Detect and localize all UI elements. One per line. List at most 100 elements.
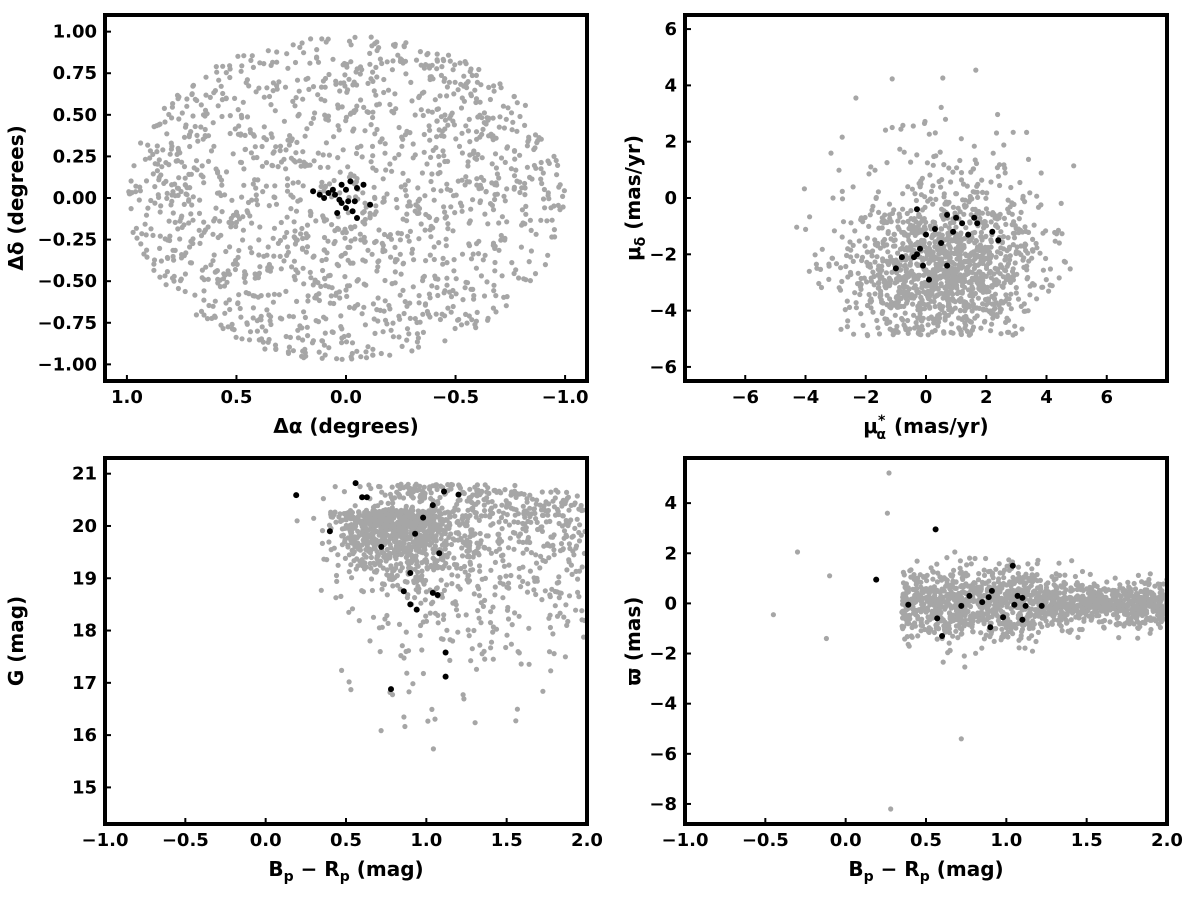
field-point xyxy=(274,49,280,55)
field-point xyxy=(249,220,255,226)
field-point xyxy=(900,317,906,323)
field-point xyxy=(511,148,518,154)
field-point xyxy=(477,642,483,648)
member-point xyxy=(442,673,449,680)
field-point xyxy=(983,273,989,279)
field-point xyxy=(250,293,256,299)
field-point xyxy=(354,103,360,109)
field-point xyxy=(932,219,938,226)
field-point xyxy=(429,171,435,177)
field-point xyxy=(839,134,845,140)
x-tick-label: 2.0 xyxy=(571,830,603,851)
field-point xyxy=(336,127,342,133)
field-point xyxy=(459,251,466,257)
field-point xyxy=(431,520,437,526)
field-point xyxy=(909,634,915,640)
field-point xyxy=(368,159,374,165)
field-point xyxy=(256,252,262,258)
field-point xyxy=(246,337,253,343)
field-point xyxy=(892,301,899,307)
field-point xyxy=(370,614,377,620)
field-point xyxy=(445,305,451,311)
field-point xyxy=(436,153,442,160)
field-point xyxy=(272,194,278,201)
field-point xyxy=(382,277,388,284)
field-point xyxy=(1018,209,1024,215)
field-point xyxy=(890,243,897,249)
field-point xyxy=(331,177,337,184)
field-point xyxy=(957,157,963,164)
field-point xyxy=(326,152,332,158)
field-point xyxy=(909,186,916,192)
field-point xyxy=(220,276,227,282)
field-point xyxy=(422,524,428,530)
field-point xyxy=(859,254,866,260)
x-axis-label: μ* α (mas/yr) xyxy=(863,413,988,443)
field-point xyxy=(367,550,373,556)
field-point xyxy=(864,249,870,255)
field-point xyxy=(447,289,453,295)
field-point xyxy=(346,679,352,685)
field-point xyxy=(360,513,366,519)
field-point xyxy=(326,273,332,279)
field-point xyxy=(442,338,448,344)
field-point xyxy=(232,126,238,132)
field-point xyxy=(520,503,526,509)
field-point xyxy=(508,166,514,172)
field-point xyxy=(382,532,389,538)
field-point xyxy=(215,276,221,282)
field-point xyxy=(130,229,136,235)
field-point xyxy=(158,258,164,264)
field-point xyxy=(475,608,481,614)
field-point xyxy=(889,269,895,275)
field-point xyxy=(446,79,452,85)
field-point xyxy=(482,482,488,488)
field-point xyxy=(441,153,447,159)
field-point xyxy=(502,237,508,243)
field-point xyxy=(247,329,254,335)
field-point xyxy=(917,214,923,220)
field-point xyxy=(420,329,426,335)
field-point xyxy=(1046,288,1052,294)
field-point xyxy=(412,316,418,322)
field-point xyxy=(284,182,291,188)
member-point xyxy=(329,186,336,193)
field-point xyxy=(948,321,955,327)
field-point xyxy=(246,291,252,297)
field-point xyxy=(882,283,888,289)
field-point xyxy=(265,48,271,54)
field-point xyxy=(313,218,319,224)
field-point xyxy=(529,496,536,502)
field-point xyxy=(426,214,433,221)
member-point xyxy=(938,240,945,246)
field-point xyxy=(406,331,412,337)
field-point xyxy=(437,494,443,501)
field-point xyxy=(374,102,380,108)
field-point xyxy=(856,238,862,244)
field-point xyxy=(1008,291,1014,297)
field-point xyxy=(387,536,393,542)
field-point xyxy=(284,188,291,194)
field-point xyxy=(516,275,522,281)
field-point xyxy=(935,313,941,319)
field-point xyxy=(359,154,365,160)
field-point xyxy=(306,86,312,92)
field-point xyxy=(215,170,221,176)
field-point xyxy=(187,244,193,250)
field-point xyxy=(488,505,495,511)
field-point xyxy=(463,61,469,67)
field-point xyxy=(404,218,410,224)
field-point xyxy=(152,161,158,167)
field-point xyxy=(1062,259,1068,265)
field-point xyxy=(403,514,409,520)
field-point xyxy=(957,238,964,244)
field-point xyxy=(462,182,468,188)
field-point xyxy=(420,528,427,534)
field-stars xyxy=(770,470,1167,812)
field-point xyxy=(193,158,200,164)
field-point xyxy=(282,84,289,90)
field-point xyxy=(144,254,150,260)
field-point xyxy=(482,656,488,662)
field-point xyxy=(294,77,301,83)
field-point xyxy=(562,654,569,660)
